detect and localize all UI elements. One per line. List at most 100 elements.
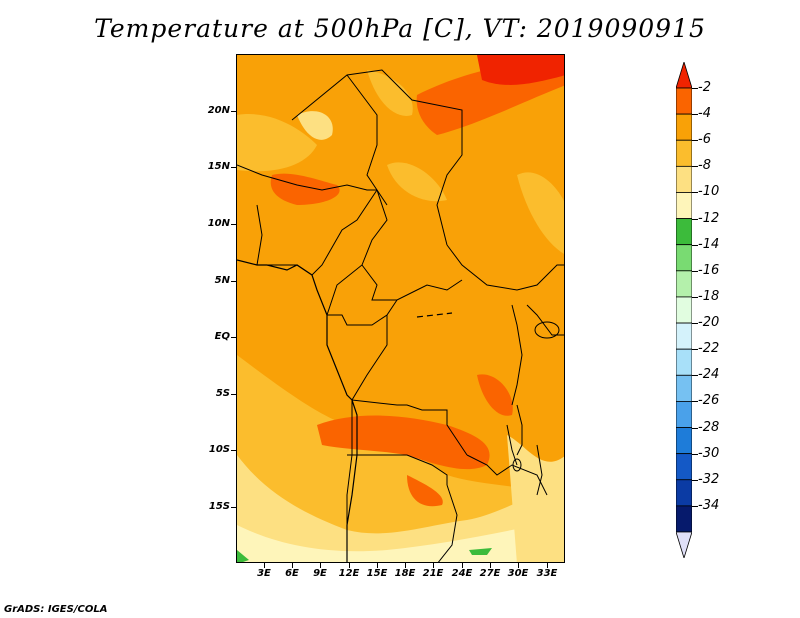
- x-tick: [490, 563, 491, 568]
- colorbar-label: -24: [698, 367, 720, 383]
- dashed-line: [416, 312, 453, 318]
- y-tick-label: 15N: [207, 161, 230, 172]
- y-tick-label: EQ: [214, 331, 230, 342]
- x-tick-label: 6E: [285, 568, 299, 579]
- colorbar-label: -12: [698, 210, 720, 226]
- y-tick: [231, 394, 236, 395]
- colorbar-label: -16: [698, 262, 720, 278]
- colorbar-label: -4: [698, 106, 711, 122]
- colorbar-segment: [676, 505, 692, 533]
- x-tick: [264, 563, 265, 568]
- x-tick-label: 27E: [479, 568, 501, 579]
- colorbar: [676, 62, 692, 558]
- colorbar-tick: [692, 166, 698, 168]
- colorbar-segment: [676, 192, 692, 219]
- colorbar-segments: [676, 62, 692, 558]
- contour-warm-angola: [317, 415, 490, 470]
- colorbar-label: -28: [698, 419, 720, 435]
- x-tick: [292, 563, 293, 568]
- x-tick: [320, 563, 321, 568]
- contour-cool-east-north: [517, 172, 564, 254]
- colorbar-segment: [676, 87, 692, 115]
- colorbar-tick: [692, 349, 698, 351]
- y-tick-label: 10S: [208, 444, 230, 455]
- colorbar-segment: [676, 374, 692, 402]
- colorbar-label: -30: [698, 445, 720, 461]
- x-tick: [349, 563, 350, 568]
- colorbar-segment: [676, 427, 692, 455]
- x-tick: [547, 563, 548, 568]
- colorbar-tick: [692, 296, 698, 298]
- colorbar-segment: [676, 401, 692, 428]
- colorbar-tick: [692, 323, 698, 325]
- x-tick-label: 30E: [507, 568, 529, 579]
- x-tick-label: 21E: [422, 568, 444, 579]
- colorbar-tick: [692, 505, 698, 507]
- colorbar-segment: [676, 113, 692, 141]
- colorbar-segment: [676, 218, 692, 246]
- colorbar-tick: [692, 479, 698, 481]
- y-tick: [231, 224, 236, 225]
- x-tick: [518, 563, 519, 568]
- x-tick-label: 9E: [313, 568, 327, 579]
- colorbar-tick: [692, 427, 698, 429]
- colorbar-segment: [676, 348, 692, 376]
- temperature-field: [237, 55, 564, 562]
- contour-warm-nigeria: [270, 173, 340, 205]
- colorbar-tick: [692, 453, 698, 455]
- colorbar-label: -26: [698, 393, 720, 409]
- y-tick: [231, 111, 236, 112]
- y-tick: [231, 507, 236, 508]
- y-tick: [231, 281, 236, 282]
- colorbar-segment: [676, 479, 692, 507]
- colorbar-segment: [676, 322, 692, 350]
- colorbar-segment: [676, 244, 692, 272]
- contour-warm-east: [477, 374, 513, 416]
- contour-cooler-north: [297, 111, 333, 140]
- colorbar-tick: [692, 401, 698, 403]
- x-tick-label: 18E: [394, 568, 416, 579]
- colorbar-tick: [692, 192, 698, 194]
- y-tick: [231, 337, 236, 338]
- colorbar-label: -10: [698, 184, 720, 200]
- colorbar-segment: [676, 270, 692, 298]
- x-tick: [433, 563, 434, 568]
- coastline: [237, 259, 358, 562]
- y-tick: [231, 167, 236, 168]
- x-tick: [462, 563, 463, 568]
- colorbar-segment: [676, 165, 692, 193]
- y-tick: [231, 450, 236, 451]
- contour-cool-east: [507, 435, 564, 562]
- contour-green-patch-2: [469, 548, 492, 555]
- contour-cool-top: [367, 70, 413, 116]
- contour-warmest-northeast: [477, 55, 564, 85]
- y-tick-label: 5N: [214, 275, 230, 286]
- lakes: [512, 321, 560, 496]
- grads-credit: GrADS: IGES/COLA: [4, 604, 108, 615]
- contour-cool-center-north: [387, 162, 447, 202]
- colorbar-top-triangle: [676, 62, 692, 89]
- colorbar-bottom-triangle: [676, 531, 692, 558]
- x-tick: [377, 563, 378, 568]
- colorbar-label: -14: [698, 236, 720, 252]
- colorbar-tick: [692, 218, 698, 220]
- contour-cool-northwest: [237, 114, 317, 172]
- colorbar-tick: [692, 114, 698, 116]
- chart-title: Temperature at 500hPa [C], VT: 201909091…: [94, 14, 706, 43]
- colorbar-label: -22: [698, 341, 720, 357]
- y-tick-label: 10N: [207, 218, 230, 229]
- colorbar-tick: [692, 375, 698, 377]
- colorbar-label: -6: [698, 132, 711, 148]
- x-tick-label: 33E: [536, 568, 558, 579]
- colorbar-label: -18: [698, 288, 720, 304]
- colorbar-label: -34: [698, 497, 720, 513]
- colorbar-segment: [676, 453, 692, 481]
- x-tick: [405, 563, 406, 568]
- contour-green-patch: [237, 550, 249, 562]
- contour-warm-zambia: [407, 475, 443, 507]
- x-tick-label: 15E: [366, 568, 388, 579]
- colorbar-tick: [692, 88, 698, 89]
- x-tick-label: 24E: [451, 568, 473, 579]
- colorbar-segment: [676, 139, 692, 167]
- colorbar-label: -2: [698, 80, 711, 95]
